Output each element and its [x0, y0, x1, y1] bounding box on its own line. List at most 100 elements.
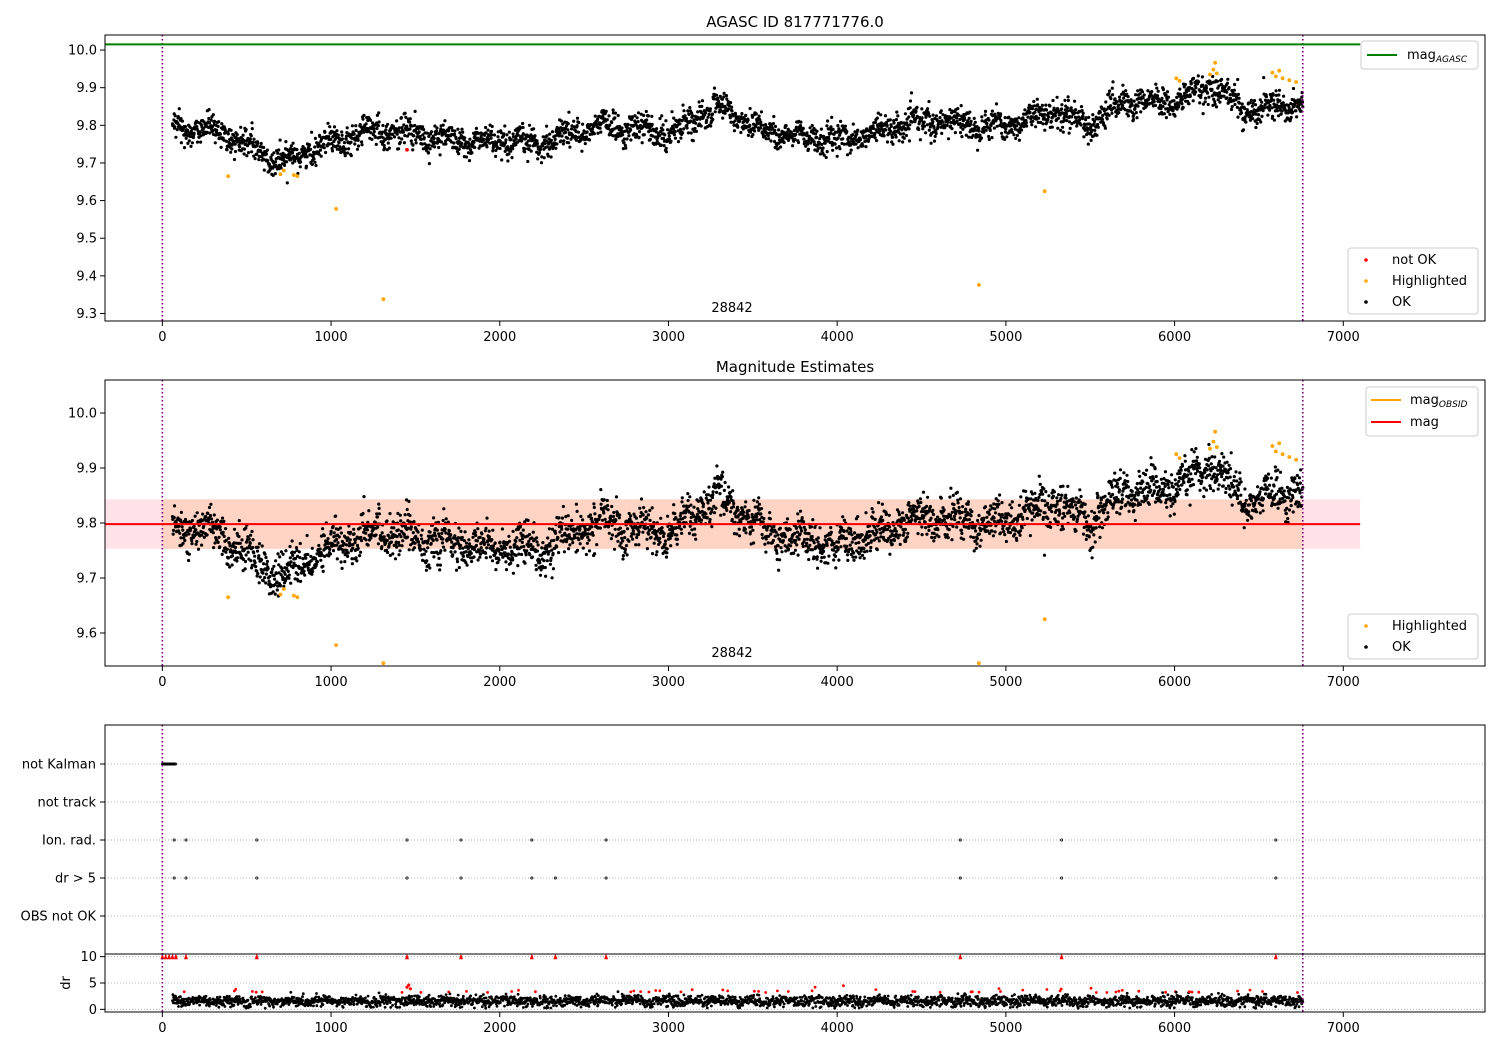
- ok-point: [344, 543, 349, 547]
- ok-point: [1126, 114, 1130, 118]
- ok-point: [550, 576, 554, 580]
- ok-point: [699, 124, 703, 128]
- ok-point: [1052, 106, 1056, 110]
- highlighted-point: [1280, 76, 1285, 81]
- ok-point: [411, 531, 415, 535]
- ok-point: [1217, 91, 1222, 95]
- ok-point: [818, 152, 823, 156]
- ok-point: [278, 584, 282, 588]
- ok-point: [1278, 99, 1282, 103]
- ok-point: [342, 141, 347, 145]
- ok-point: [712, 86, 717, 90]
- ok-point: [1069, 106, 1073, 110]
- ok-point: [851, 133, 855, 137]
- ok-point: [535, 141, 540, 146]
- ok-point: [953, 131, 958, 135]
- ok-point: [381, 123, 385, 128]
- ok-point: [625, 126, 630, 130]
- ok-point: [1240, 102, 1244, 106]
- ok-point: [616, 539, 620, 543]
- ok-point: [268, 574, 272, 579]
- ok-point: [521, 528, 525, 532]
- highlighted-point: [1273, 74, 1278, 79]
- ok-point: [380, 531, 384, 535]
- ok-point: [318, 148, 323, 152]
- ok-point: [265, 559, 269, 564]
- ok-point: [510, 156, 514, 160]
- highlighted-point: [1270, 70, 1275, 75]
- ok-point: [460, 535, 464, 540]
- ok-point: [839, 119, 843, 123]
- ok-point: [831, 148, 835, 152]
- ok-point: [638, 506, 642, 510]
- ok-point: [476, 527, 480, 531]
- ok-point: [558, 131, 562, 135]
- ok-point: [521, 121, 525, 126]
- ok-point: [823, 141, 827, 145]
- ok-point: [1025, 124, 1029, 128]
- ok-point: [255, 549, 260, 553]
- ok-point: [297, 550, 301, 554]
- ok-point: [929, 141, 933, 145]
- ok-point: [361, 511, 365, 516]
- ok-point: [208, 131, 212, 135]
- ok-point: [640, 141, 644, 145]
- ok-point: [1232, 88, 1236, 92]
- ok-point: [274, 160, 278, 164]
- ok-point: [1226, 77, 1230, 81]
- ok-point: [627, 539, 631, 543]
- ok-point: [994, 102, 999, 106]
- ok-point: [702, 490, 706, 494]
- ok-point: [489, 129, 494, 133]
- ok-point: [1264, 95, 1269, 99]
- ok-point: [179, 141, 183, 145]
- ok-point: [629, 128, 633, 132]
- ok-point: [321, 527, 325, 531]
- ok-point: [574, 138, 579, 142]
- ok-point: [484, 125, 488, 130]
- ok-point: [1065, 106, 1069, 110]
- ok-point: [233, 545, 238, 550]
- highlighted-point: [381, 297, 386, 302]
- ok-point: [326, 537, 330, 541]
- ok-point: [589, 516, 594, 520]
- ok-point: [416, 530, 420, 534]
- ok-point: [723, 111, 727, 115]
- ok-point: [641, 530, 645, 534]
- ok-point: [540, 546, 544, 550]
- ok-point: [243, 559, 248, 564]
- ok-point: [689, 131, 693, 135]
- ok-point: [910, 120, 914, 124]
- ok-point: [891, 142, 895, 146]
- ok-point: [687, 531, 692, 536]
- ok-point: [366, 543, 370, 547]
- ok-point: [1073, 99, 1077, 103]
- ok-point: [987, 118, 991, 122]
- ok-point: [434, 132, 438, 136]
- ok-point: [1081, 114, 1085, 118]
- ok-point: [253, 157, 257, 161]
- ok-point: [473, 145, 477, 150]
- ok-point: [902, 132, 906, 136]
- ok-point: [179, 510, 183, 514]
- ok-point: [313, 145, 317, 149]
- ok-point: [1199, 93, 1203, 97]
- ok-point: [665, 551, 669, 555]
- ok-point: [1004, 127, 1008, 131]
- ok-point: [418, 544, 422, 548]
- ok-point: [718, 492, 722, 496]
- ok-point: [261, 157, 265, 161]
- ok-point: [547, 550, 551, 554]
- ok-point: [689, 119, 693, 123]
- ok-point: [441, 518, 445, 523]
- ok-point: [181, 541, 185, 546]
- ok-point: [607, 531, 611, 535]
- ok-point: [888, 118, 892, 122]
- ok-point: [305, 533, 309, 538]
- ok-point: [349, 140, 353, 144]
- ok-point: [667, 134, 671, 138]
- ok-point: [335, 557, 339, 561]
- ok-point: [1173, 114, 1177, 118]
- ok-point: [352, 527, 356, 531]
- ok-point: [256, 141, 260, 145]
